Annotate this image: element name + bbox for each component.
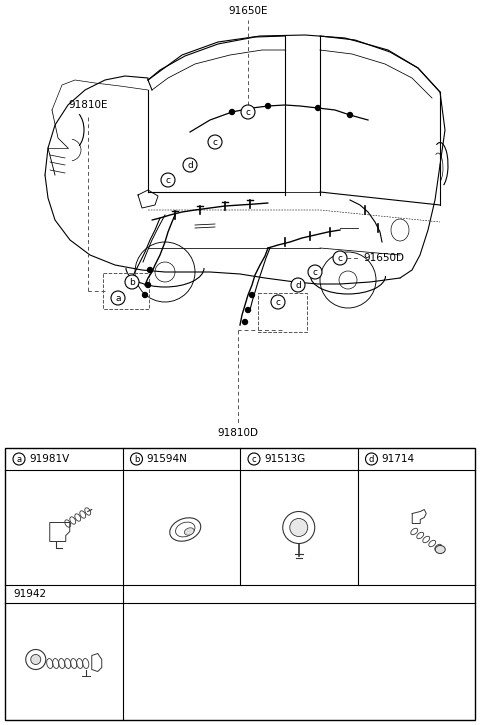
Circle shape [143,292,147,297]
Circle shape [241,105,255,119]
Text: a: a [115,294,121,302]
Circle shape [229,109,235,115]
Text: d: d [369,455,374,463]
Text: 91714: 91714 [382,454,415,464]
Circle shape [250,292,254,297]
Circle shape [161,173,175,187]
Circle shape [131,453,143,465]
Circle shape [308,265,322,279]
Ellipse shape [184,528,194,535]
Text: c: c [276,297,280,307]
Circle shape [31,655,41,665]
Circle shape [271,295,285,309]
Text: c: c [245,107,251,117]
Circle shape [290,518,308,536]
Text: c: c [312,268,317,276]
Text: 91650D: 91650D [363,253,404,263]
Text: d: d [187,160,193,170]
Circle shape [291,278,305,292]
Circle shape [248,453,260,465]
Text: 91942: 91942 [13,589,46,599]
Circle shape [125,275,139,289]
Circle shape [365,453,377,465]
Circle shape [147,268,153,273]
Circle shape [333,251,347,265]
Text: c: c [213,138,217,146]
Text: a: a [16,455,22,463]
Circle shape [208,135,222,149]
Circle shape [315,106,321,110]
Text: 91981V: 91981V [29,454,69,464]
Text: 91810D: 91810D [217,428,259,438]
Circle shape [111,291,125,305]
Text: 91594N: 91594N [146,454,187,464]
Bar [5,448,475,720]
Text: b: b [134,455,139,463]
Circle shape [265,104,271,109]
Text: 91650E: 91650E [228,6,268,16]
Text: 91810E: 91810E [68,100,108,110]
Text: b: b [129,278,135,286]
Circle shape [13,453,25,465]
Circle shape [145,283,151,288]
Circle shape [245,307,251,312]
Circle shape [242,320,248,325]
Text: c: c [252,455,256,463]
Text: c: c [166,175,170,184]
Ellipse shape [435,545,445,553]
Text: 91513G: 91513G [264,454,305,464]
Circle shape [348,112,352,117]
Circle shape [183,158,197,172]
Text: c: c [337,254,343,262]
Text: d: d [295,281,301,289]
